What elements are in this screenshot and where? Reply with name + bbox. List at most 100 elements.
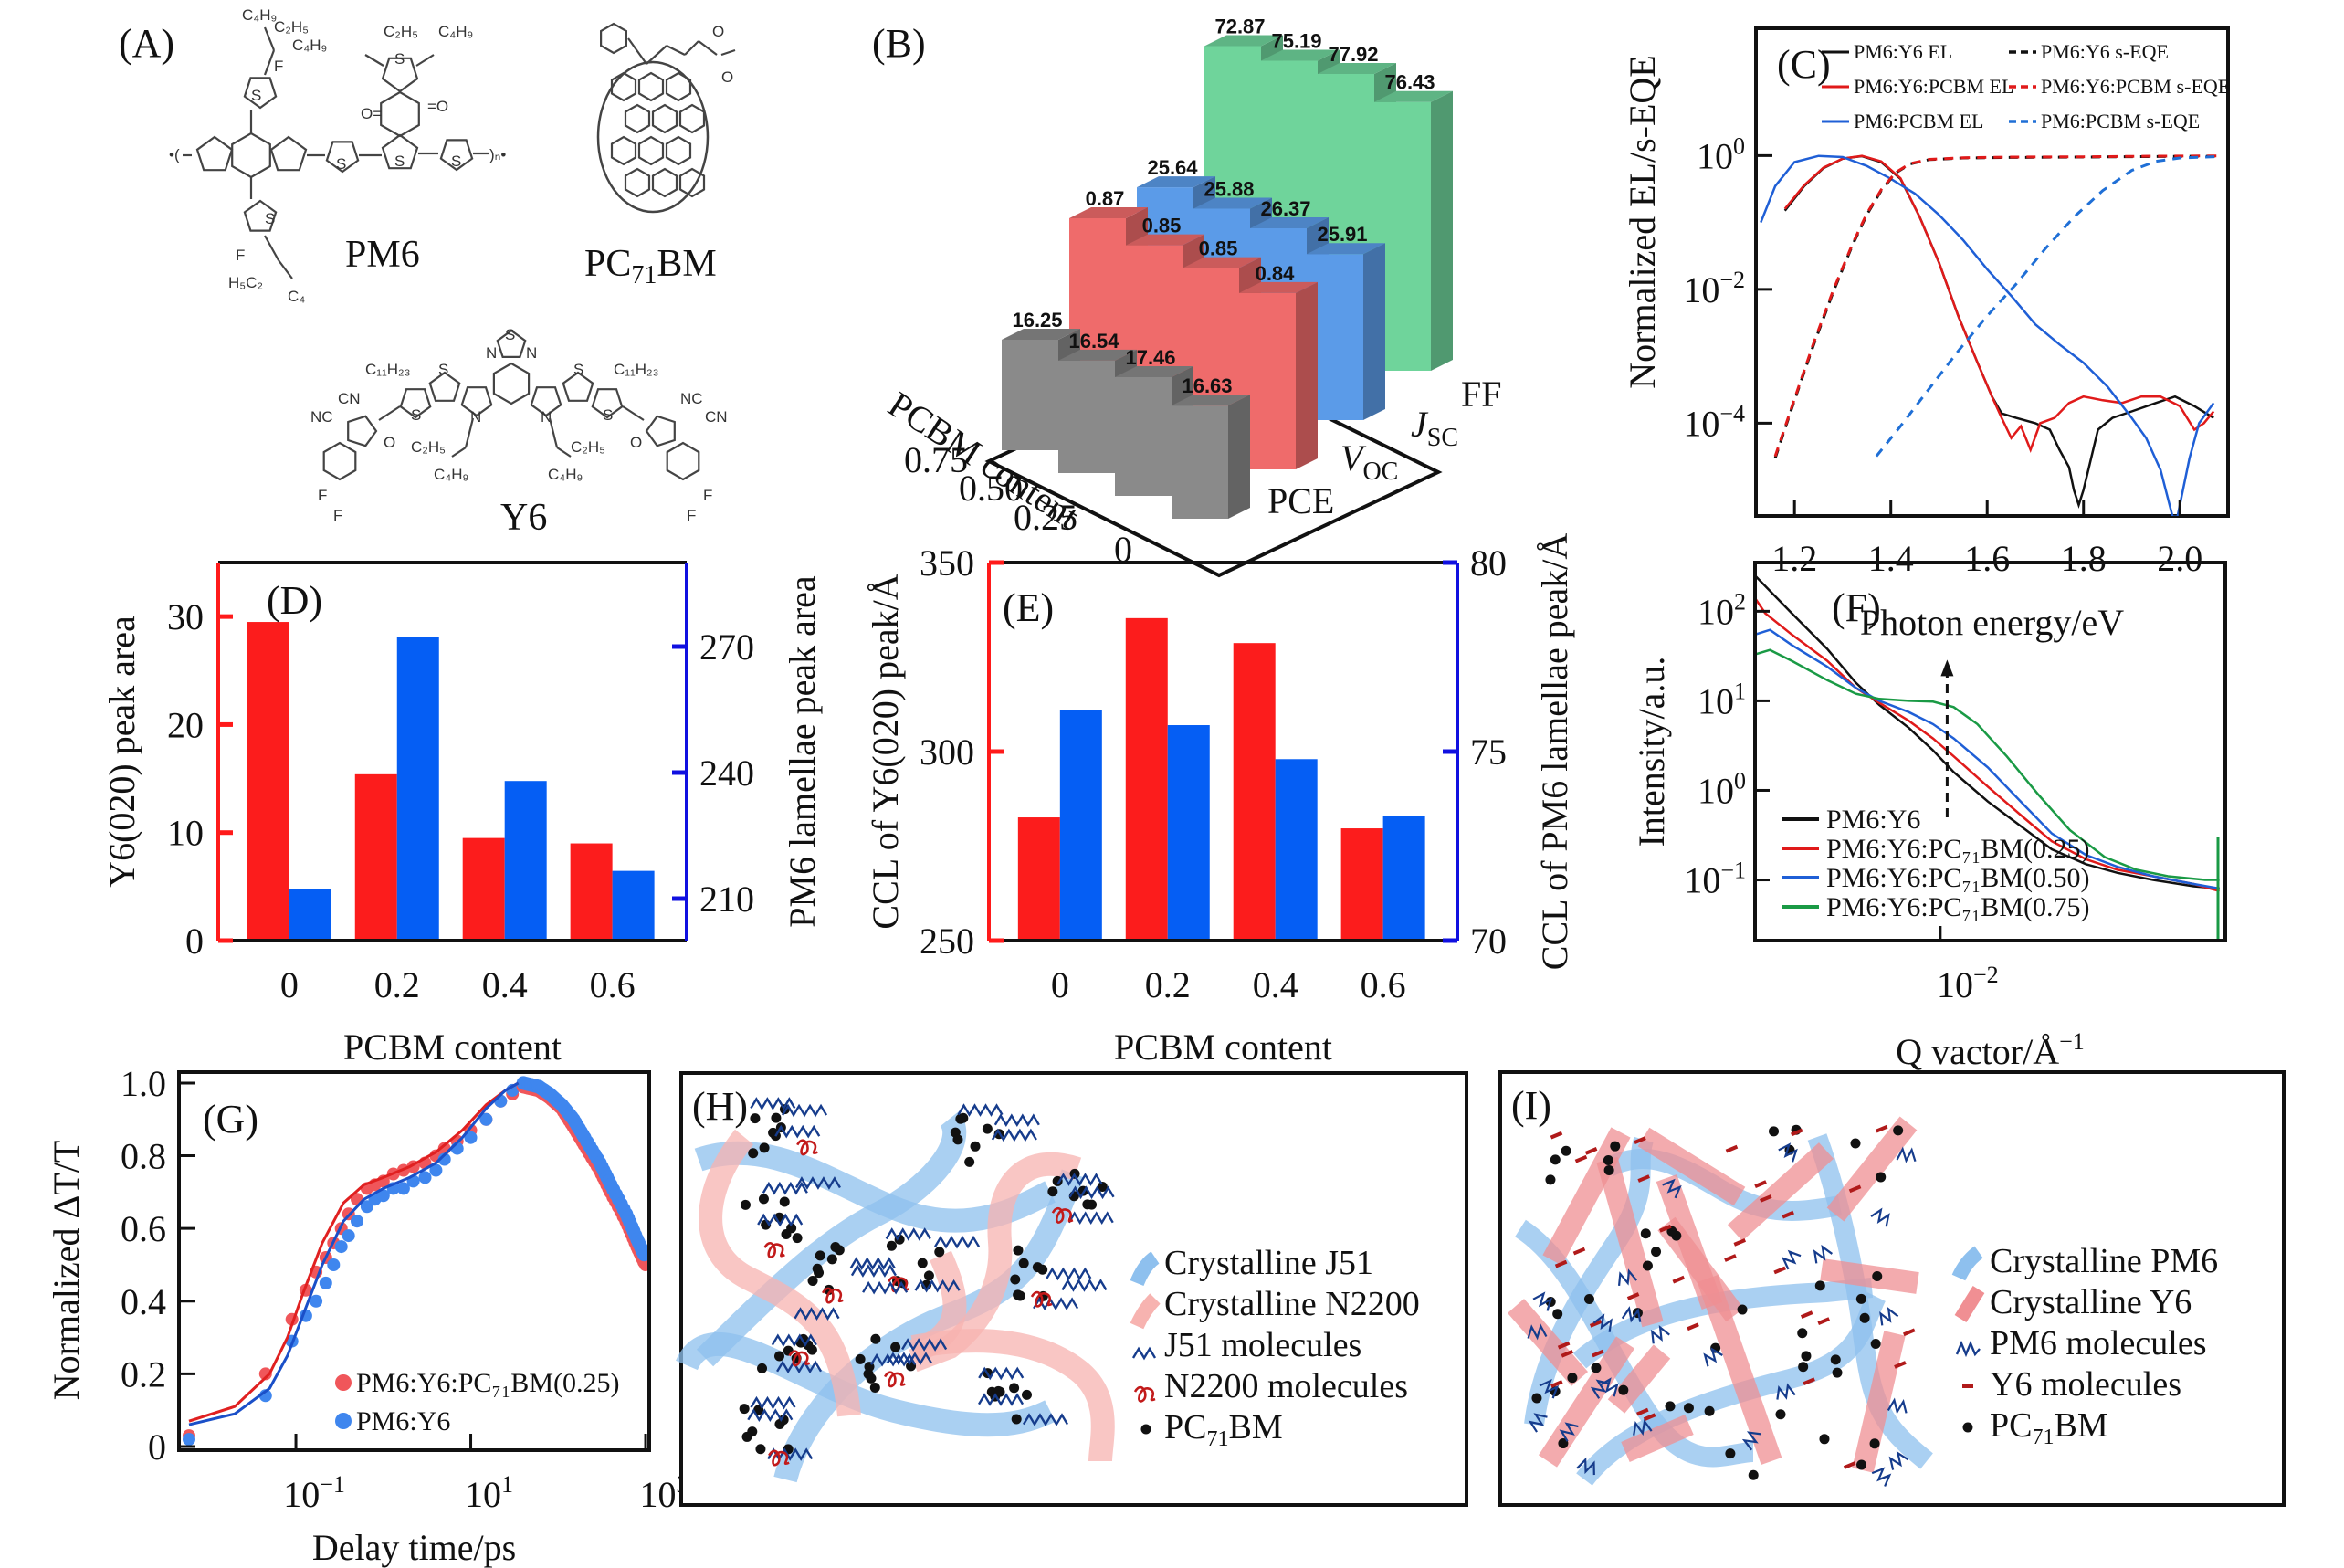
pc71bm-dot [1603, 1164, 1614, 1175]
bar-red-0 [1017, 817, 1060, 941]
j51-molecule [776, 1360, 823, 1374]
thiophene-ring [562, 371, 594, 402]
atom-label: C₂H₅ [411, 438, 446, 456]
y-tick-label: 10−1 [1684, 858, 1746, 901]
pc71bm-dot [1704, 1405, 1715, 1416]
tick-base: 10 [1683, 403, 1719, 444]
pc71bm-dot [870, 1333, 881, 1344]
fullerene-hexagon [637, 71, 665, 102]
bond [263, 49, 276, 76]
bar-value-label: 16.54 [1068, 330, 1119, 353]
legend-label-h: Crystalline J51 [1164, 1244, 1373, 1282]
pc71bm-dot [1603, 1155, 1613, 1166]
y6-molecule [1894, 1361, 1907, 1369]
atom-label: C₄H₉ [292, 37, 327, 54]
y6-molecule [1550, 1380, 1563, 1388]
pc71bm-dot [1855, 1293, 1866, 1304]
y6-molecule [1760, 1194, 1772, 1203]
pc71bm-dot [1010, 1274, 1021, 1285]
y6-molecule [1550, 1131, 1563, 1140]
bar-value-label: 0.85 [1199, 237, 1238, 260]
y6-molecule [1733, 1238, 1747, 1247]
tick-exponent: −4 [1719, 400, 1745, 426]
fullerene-hexagon [678, 167, 706, 198]
pc71bm-dot [778, 1415, 789, 1426]
bond [264, 235, 279, 261]
pm6-molecule [1599, 1377, 1619, 1397]
series-line-pm6-y6-pc71bm-0-25- [1755, 597, 2221, 893]
atom-label: C₄ [288, 288, 305, 305]
pc71bm-dot [1872, 1270, 1883, 1281]
bar-blue-0.6 [1382, 816, 1425, 941]
atom-label: O= [361, 105, 382, 122]
j51-molecule [934, 1235, 981, 1249]
bar-top-face [1172, 395, 1250, 406]
pc71bm-dot [759, 1142, 770, 1153]
n2200-molecule [887, 1276, 909, 1292]
x-tick-label: 0.2 [374, 964, 420, 1005]
benzothiadiazole-core [492, 362, 531, 405]
bar-plot-d: 0 0.2 0.4 0.6 0 10 20 30 210 240 270 PCBM content Y6… [101, 561, 823, 1068]
pm6-molecule [1703, 1347, 1723, 1367]
legend-label: PM6:Y6:PC₇₁BM(0.25) [1826, 834, 2089, 864]
y6-molecule [1672, 1275, 1686, 1284]
bar-value-label: 0.87 [1086, 187, 1125, 210]
legend-label-h: N2200 molecules [1164, 1367, 1408, 1405]
bar-front-face [1058, 360, 1115, 473]
molecule-name-pc71bm: PC71BM [584, 243, 717, 289]
crystalline-n2200-band [910, 1329, 1115, 1462]
j51-molecule [870, 1352, 917, 1367]
x-tick-label: 0 [1051, 964, 1069, 1005]
pc71bm-dot [1869, 1438, 1880, 1449]
bar-red-0.6 [1340, 828, 1383, 941]
pm6-molecule [1590, 1379, 1610, 1399]
x-tick-label: 1.2 [1771, 538, 1817, 579]
bar-value-label: 0.84 [1256, 262, 1296, 285]
bar-plot-e: 0 0.2 0.4 0.6 250 300 350 70 75 80 PCBM content CCL… [865, 533, 1575, 1068]
atom-label: C₁₁H₂₃ [614, 361, 659, 378]
atom-label: C₄H₉ [438, 23, 473, 40]
bar-blue-0 [1059, 710, 1102, 941]
atom-label: S [505, 326, 515, 343]
bar-top-face [1374, 90, 1453, 102]
pc71bm-dot [869, 1382, 880, 1393]
y6-molecule [1817, 1317, 1830, 1325]
pc71bm-dot [1832, 1367, 1843, 1378]
fullerene-hexagon [637, 135, 665, 166]
atom-label: )ₙ• [489, 146, 506, 163]
pc71bm-dot [1797, 1328, 1808, 1339]
pc71bm-dot [970, 1141, 981, 1152]
pc71bm-dot [815, 1250, 825, 1261]
bar-blue-0.6 [612, 870, 655, 941]
atom-label: C₄H₉ [548, 466, 583, 483]
legend-marker [335, 1374, 352, 1391]
pc71bm-dot [757, 1363, 768, 1373]
x-axis-label: PCBM content [343, 1026, 562, 1068]
y6-molecule [1554, 1259, 1568, 1268]
n2200-molecule [883, 1371, 906, 1388]
panel-label-i: (I) [1511, 1083, 1551, 1128]
pm6-molecule [1887, 1397, 1908, 1415]
bar-value-label: 17.46 [1125, 346, 1175, 369]
tick-base: 10 [1698, 591, 1734, 632]
pc71bm-dot [773, 1351, 784, 1362]
category-label: 0 [1114, 529, 1132, 570]
y6-molecule [1725, 1144, 1739, 1153]
n2200-molecule [763, 1241, 785, 1258]
bar-top-face [1137, 176, 1215, 188]
fullerene-hexagon [610, 71, 637, 102]
legend-text: J51 molecules [1164, 1326, 1361, 1364]
pm6-molecule [1650, 1325, 1670, 1344]
pc71bm-dot [807, 1275, 818, 1286]
pc71bm-dot [1011, 1414, 1022, 1425]
legend-text: Y6 molecules [1990, 1365, 2181, 1404]
pc71bm-dot [1737, 1304, 1748, 1315]
series-label-pce: PCE [1267, 480, 1334, 521]
pc71bm-dot [786, 1223, 797, 1234]
pc71bm-dot [755, 1444, 766, 1455]
bond [278, 259, 293, 279]
pc71bm-dot [1009, 1383, 1020, 1394]
